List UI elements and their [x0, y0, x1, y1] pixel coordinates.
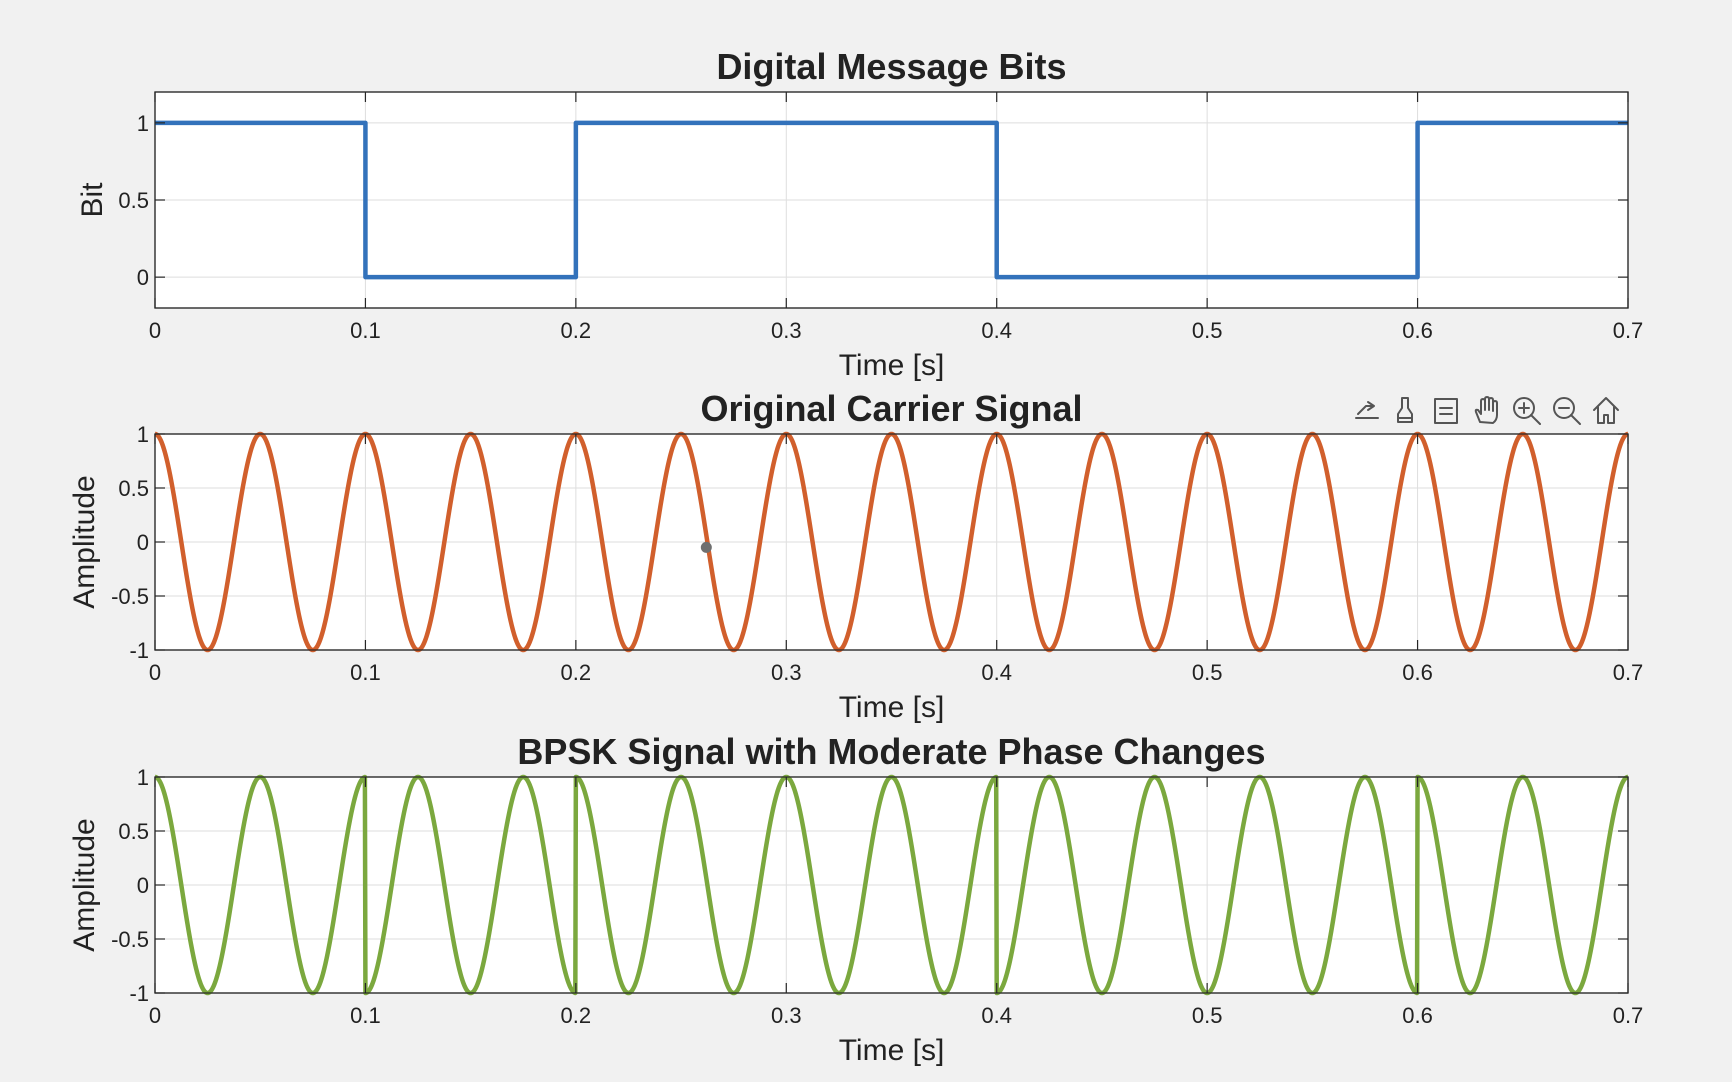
subplot-bpsk[interactable]: 0 0.1 0.2 0.3 0.4 0.5 0.6 0.7 -1 -0.5 0 0.5 1 BPSK S… — [68, 731, 1643, 1067]
y-tick-label: 1 — [137, 765, 149, 790]
y-tick-label: 0.5 — [118, 476, 149, 501]
chart-title: BPSK Signal with Moderate Phase Changes — [517, 731, 1265, 772]
x-tick-label: 0.7 — [1613, 318, 1644, 343]
brush-icon[interactable] — [1397, 397, 1413, 423]
x-tick-label: 0 — [149, 660, 161, 685]
plot-area: 0 0.1 0.2 0.3 0.4 0.5 0.6 0.7 -1 -0.5 0 0.5 1 — [111, 765, 1643, 1028]
y-tick-label: 1 — [137, 111, 149, 136]
x-tick-label: 0.7 — [1613, 660, 1644, 685]
x-tick-label: 0.1 — [350, 318, 381, 343]
pan-icon[interactable] — [1474, 396, 1498, 424]
x-tick-label: 0 — [149, 318, 161, 343]
x-tick-label: 0.5 — [1192, 1003, 1223, 1028]
x-tick-label: 0.2 — [561, 318, 592, 343]
chart-title: Original Carrier Signal — [700, 388, 1082, 429]
plot-area: 0 0.1 0.2 0.3 0.4 0.5 0.6 0.7 0 0.5 1 — [118, 91, 1644, 343]
y-axis-label: Bit — [76, 182, 109, 218]
y-tick-label: 0 — [137, 265, 149, 290]
y-axis-label: Amplitude — [68, 818, 101, 951]
y-tick-label: 0 — [137, 873, 149, 898]
y-tick-label: -1 — [129, 981, 149, 1006]
export-icon[interactable] — [1355, 401, 1379, 419]
x-tick-label: 0.6 — [1402, 318, 1433, 343]
y-tick-label: -0.5 — [111, 927, 149, 952]
x-tick-label: 0.3 — [771, 1003, 802, 1028]
datatip-icon[interactable] — [1434, 398, 1458, 424]
x-tick-label: 0.6 — [1402, 1003, 1433, 1028]
x-tick-label: 0.4 — [981, 318, 1012, 343]
home-icon[interactable] — [1593, 397, 1619, 424]
x-tick-label: 0.5 — [1192, 660, 1223, 685]
datatip-marker[interactable] — [700, 541, 712, 553]
x-axis-label: Time [s] — [839, 1034, 945, 1067]
plot-area: 0 0.1 0.2 0.3 0.4 0.5 0.6 0.7 -1 -0.5 0 0.5 1 — [111, 422, 1643, 685]
y-tick-label: 0 — [137, 530, 149, 555]
zoom-in-icon[interactable] — [1513, 397, 1541, 425]
x-tick-label: 0.6 — [1402, 660, 1433, 685]
x-tick-label: 0.4 — [981, 660, 1012, 685]
x-tick-label: 0.1 — [350, 660, 381, 685]
x-tick-label: 0.2 — [561, 1003, 592, 1028]
y-tick-label: 0.5 — [118, 819, 149, 844]
y-tick-label: 0.5 — [118, 188, 149, 213]
chart-title: Digital Message Bits — [716, 46, 1066, 87]
y-axis-label: Amplitude — [68, 475, 101, 608]
x-axis-label: Time [s] — [839, 691, 945, 724]
x-tick-label: 0.3 — [771, 660, 802, 685]
x-tick-label: 0.5 — [1192, 318, 1223, 343]
x-tick-label: 0 — [149, 1003, 161, 1028]
y-tick-label: -0.5 — [111, 584, 149, 609]
x-tick-label: 0.7 — [1613, 1003, 1644, 1028]
subplot-bits[interactable]: 0 0.1 0.2 0.3 0.4 0.5 0.6 0.7 0 0.5 1 Digital Mess… — [76, 46, 1643, 382]
zoom-out-icon[interactable] — [1553, 397, 1581, 425]
x-tick-label: 0.3 — [771, 318, 802, 343]
y-tick-label: -1 — [129, 638, 149, 663]
subplot-carrier[interactable]: 0 0.1 0.2 0.3 0.4 0.5 0.6 0.7 -1 -0.5 0 0.5 1 Origin… — [68, 388, 1643, 724]
y-tick-label: 1 — [137, 422, 149, 447]
x-axis-label: Time [s] — [839, 349, 945, 382]
x-tick-label: 0.4 — [981, 1003, 1012, 1028]
x-tick-label: 0.2 — [561, 660, 592, 685]
series-line — [155, 120, 1628, 280]
x-tick-label: 0.1 — [350, 1003, 381, 1028]
axes-toolbar — [1355, 396, 1619, 425]
